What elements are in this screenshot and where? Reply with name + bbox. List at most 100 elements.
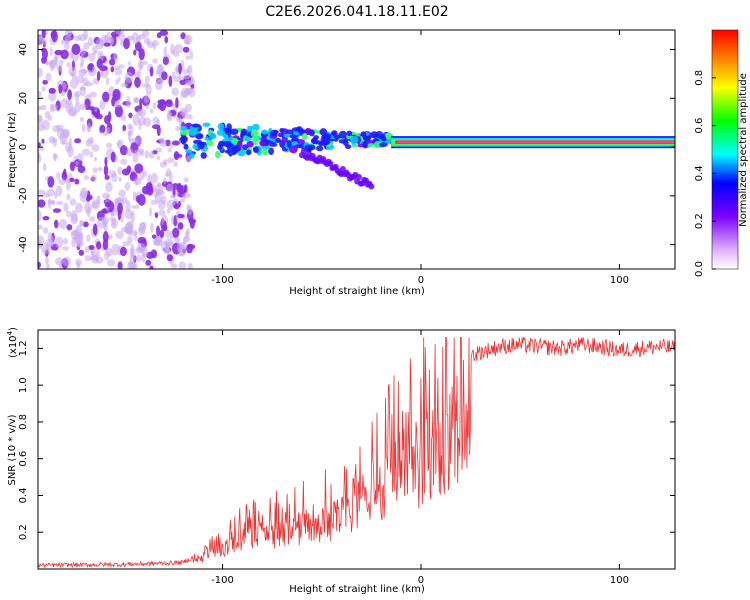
spectrogram-noise-blob xyxy=(38,114,43,125)
spectrogram-noise-blob xyxy=(96,58,103,69)
snr-frame xyxy=(37,329,676,570)
spectrogram-signal-blob xyxy=(197,141,205,150)
snr-series-line xyxy=(38,336,675,569)
spectrogram-y-axis-label: Frequency (Hz) xyxy=(7,112,18,188)
spectrogram-noise-blob xyxy=(56,201,64,206)
spectrogram-noise-blob xyxy=(102,231,109,243)
snr-y-axis-label: SNR (10 * v/v) xyxy=(7,414,18,485)
spectrogram-noise-blob xyxy=(95,38,104,50)
spectrogram-noise-blob xyxy=(58,83,63,94)
spectrogram-noise-blob xyxy=(78,249,85,256)
spectrogram-noise-blob xyxy=(114,102,123,108)
spectrogram-noise-blob xyxy=(104,201,111,208)
spectrogram-noise-blob xyxy=(86,122,92,133)
spectrogram-noise-blob xyxy=(75,224,82,235)
spectrogram-noise-blob xyxy=(178,261,187,269)
spectrogram-noise-blob xyxy=(56,64,63,72)
spectrogram-noise-blob xyxy=(87,36,94,47)
spectrogram-noise-blob xyxy=(166,228,170,239)
spectrogram-noise-blob xyxy=(147,173,152,184)
spectrogram-signal-blob xyxy=(259,139,266,147)
colorbar: 0.0 0.2 0.4 0.6 0.8 Normalized spectral ampl… xyxy=(694,29,749,277)
spectrogram-noise-blob xyxy=(162,56,170,66)
spectrogram-signal-blob xyxy=(330,131,337,136)
spectrogram-noise-blob xyxy=(178,244,187,257)
spectrogram-noise-blob xyxy=(47,176,55,188)
spectrogram-signal-blob xyxy=(297,139,306,145)
spectrogram-noise-blob xyxy=(45,72,52,82)
spectrogram-noise-blob xyxy=(133,49,137,56)
spectrogram-noise-blob xyxy=(145,182,153,191)
spectrogram-noise-blob xyxy=(169,231,173,239)
spectrogram-noise-blob xyxy=(38,106,43,111)
spectrogram-noise-blob xyxy=(42,227,49,234)
spectrogram-noise-blob xyxy=(56,172,61,180)
spectrogram-noise-blob xyxy=(163,220,167,231)
spectrogram-noise-blob xyxy=(152,238,160,246)
spectrogram-noise-blob xyxy=(41,30,46,39)
spectrogram-noise-blob xyxy=(145,259,152,266)
spectrogram-noise-blob xyxy=(126,165,132,174)
spectrogram-noise-blob xyxy=(164,172,169,177)
spectrogram-noise-blob xyxy=(167,147,173,153)
spectrogram-noise-blob xyxy=(157,99,166,105)
spectrogram-noise-blob xyxy=(38,142,42,147)
spectrogram-noise-blob xyxy=(80,68,88,74)
spectrogram-noise-blob xyxy=(152,101,157,110)
spectrogram-noise-blob xyxy=(133,97,140,104)
spectrogram-noise-blob xyxy=(177,222,184,230)
spectrogram-signal-blob xyxy=(244,136,252,142)
spectrogram-noise-blob xyxy=(92,167,98,174)
spectrogram-signal-blob xyxy=(217,122,225,131)
spectrogram-noise-blob xyxy=(154,212,159,219)
spectrogram-noise-blob xyxy=(133,149,143,156)
spectrogram-noise-blob xyxy=(125,200,131,212)
snr-multiplier-label: (x104) xyxy=(6,327,19,358)
spectrogram-noise-blob xyxy=(77,165,86,174)
spectrogram-noise-blob xyxy=(141,83,150,88)
spectrogram-signal-blob xyxy=(360,131,367,137)
spectrogram-noise-blob xyxy=(119,246,127,257)
spectrogram-noise-blob xyxy=(105,77,110,86)
spectrogram-noise-blob xyxy=(134,163,144,174)
spectrogram-noise-blob xyxy=(148,207,153,217)
spectrogram-signal-blob xyxy=(379,142,388,148)
spectrogram-noise-blob xyxy=(128,112,133,119)
spectrogram-noise-blob xyxy=(118,189,126,198)
spectrogram-noise-blob xyxy=(109,58,116,66)
spectrogram-noise-blob xyxy=(86,234,91,243)
spectrogram-noise-blob xyxy=(178,62,182,75)
spectrogram-signal-blob xyxy=(338,130,347,139)
spectrogram-signal-blob xyxy=(215,150,221,159)
spectrogram-signal-blob xyxy=(378,133,386,139)
spectrogram-signal-blob xyxy=(191,123,200,128)
snr-x-tick-label: 0 xyxy=(418,575,424,586)
spectrogram-noise-blob xyxy=(111,172,118,183)
spectrogram-noise-blob xyxy=(63,202,69,212)
spectrogram-noise-blob xyxy=(184,79,193,86)
spectrogram-noise-blob xyxy=(117,64,125,69)
spectrogram-noise-blob xyxy=(76,240,84,248)
spectrogram-noise-blob xyxy=(88,52,96,62)
spectrogram-noise-blob xyxy=(66,224,73,231)
spectrogram-noise-blob xyxy=(48,236,55,247)
spectrogram-noise-blob xyxy=(139,221,147,230)
spectrogram-noise-blob xyxy=(124,71,134,84)
spectrogram-signal-blob xyxy=(285,129,294,135)
spectrogram-noise-blob xyxy=(152,58,159,64)
spectrogram-noise-blob xyxy=(96,71,101,82)
spectrogram-noise-blob xyxy=(172,227,180,238)
spectrogram-noise-blob xyxy=(74,138,82,144)
spectrogram-noise-blob xyxy=(54,191,58,200)
spectrogram-noise-blob xyxy=(38,224,43,230)
spectrogram-noise-blob xyxy=(182,46,190,53)
spectrogram-y-ticks: -40 -20 0 20 40 xyxy=(18,43,675,253)
spectrogram-signal-blob xyxy=(188,129,196,136)
spectrogram-noise-blob xyxy=(60,128,70,139)
spectrogram-signal-blob xyxy=(315,145,324,152)
spectrogram-noise-blob xyxy=(38,67,43,78)
spectrogram-noise-blob xyxy=(92,223,98,236)
spectrogram-noise-blob xyxy=(131,32,140,44)
spectrogram-noise-blob xyxy=(183,177,189,183)
spectrogram-noise-blob xyxy=(56,124,64,131)
